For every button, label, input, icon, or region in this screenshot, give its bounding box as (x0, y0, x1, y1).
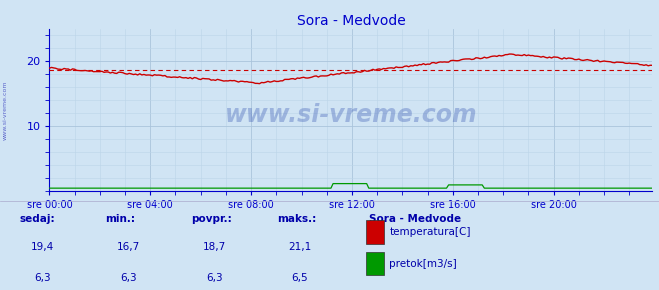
Text: 6,3: 6,3 (120, 273, 137, 283)
Text: 21,1: 21,1 (288, 242, 312, 252)
Text: www.si-vreme.com: www.si-vreme.com (225, 103, 477, 127)
Text: maks.:: maks.: (277, 214, 316, 224)
Text: pretok[m3/s]: pretok[m3/s] (389, 259, 457, 269)
Bar (366, 252, 384, 275)
Text: 18,7: 18,7 (202, 242, 226, 252)
Text: 16,7: 16,7 (117, 242, 140, 252)
Text: 6,3: 6,3 (206, 273, 223, 283)
Text: Sora - Medvode: Sora - Medvode (369, 214, 461, 224)
Bar (366, 220, 384, 244)
Text: www.si-vreme.com: www.si-vreme.com (3, 80, 8, 140)
Text: sedaj:: sedaj: (20, 214, 55, 224)
Text: temperatura[C]: temperatura[C] (389, 227, 471, 238)
Text: 19,4: 19,4 (31, 242, 55, 252)
Text: min.:: min.: (105, 214, 136, 224)
Text: 6,3: 6,3 (34, 273, 51, 283)
Text: povpr.:: povpr.: (191, 214, 232, 224)
Text: 6,5: 6,5 (291, 273, 308, 283)
Title: Sora - Medvode: Sora - Medvode (297, 14, 405, 28)
